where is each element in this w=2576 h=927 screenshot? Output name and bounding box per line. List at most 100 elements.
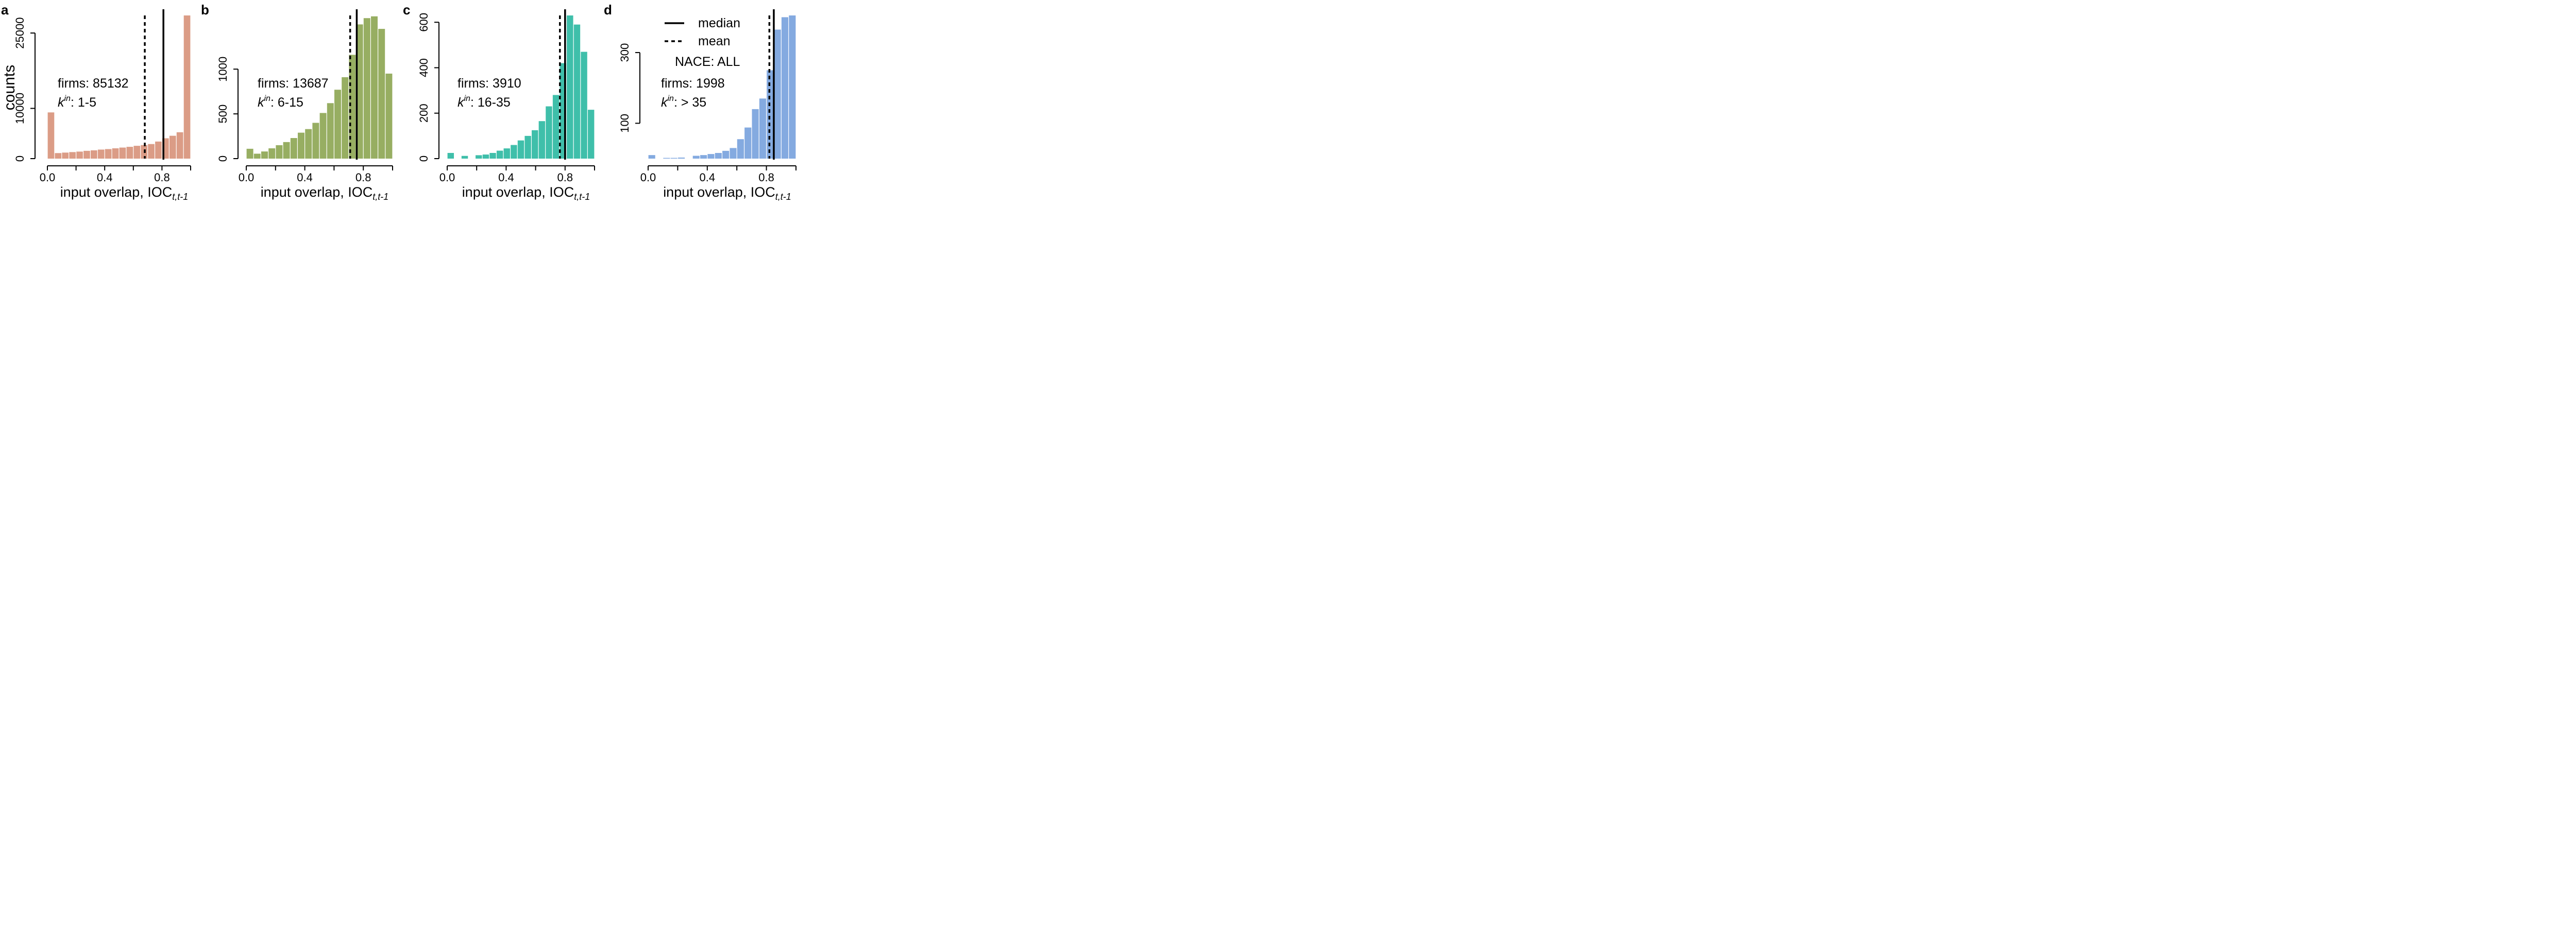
- x-tick-label: 0.0: [439, 171, 455, 184]
- y-tick-label: 0: [216, 156, 229, 162]
- histogram-bar: [461, 156, 468, 159]
- histogram-bar: [546, 106, 552, 159]
- histogram-bar: [261, 151, 268, 159]
- histogram-bar: [268, 148, 276, 159]
- histogram-bar: [126, 147, 133, 159]
- histogram-bar: [573, 24, 581, 159]
- histogram-bar: [581, 52, 587, 159]
- x-tick-label: 0.8: [355, 171, 371, 184]
- histogram-bar: [722, 150, 730, 159]
- y-axis-label: counts: [1, 65, 18, 110]
- y-tick-label: 400: [417, 58, 430, 77]
- histogram-bar: [447, 152, 454, 159]
- histogram-bar: [305, 129, 312, 159]
- histogram-bar: [385, 73, 393, 159]
- histogram-bar: [363, 18, 370, 159]
- histogram-bar: [532, 130, 538, 159]
- histogram-bar: [112, 148, 119, 159]
- histogram-bar: [663, 158, 670, 159]
- histogram-bar: [253, 153, 261, 159]
- legend-nace-label: NACE: ALL: [675, 55, 740, 69]
- histogram-bar: [737, 139, 744, 159]
- y-tick-label: 300: [618, 43, 631, 62]
- histogram-bar: [356, 24, 363, 159]
- k-in-range: kin: 6-15: [258, 94, 303, 110]
- firms-count: firms: 85132: [58, 76, 129, 91]
- x-axis-label: input overlap, IOCt,t-1: [462, 184, 590, 201]
- histogram-bar: [496, 150, 503, 159]
- histogram-bar: [789, 15, 796, 159]
- histogram-bar: [371, 16, 378, 159]
- firms-count: firms: 1998: [661, 76, 725, 91]
- histogram-bar: [69, 152, 76, 159]
- histogram-bar: [774, 29, 781, 159]
- histogram-bar: [283, 142, 290, 159]
- histogram-bar: [155, 141, 162, 159]
- x-axis-label: input overlap, IOCt,t-1: [261, 184, 389, 201]
- histogram-bar: [290, 138, 297, 159]
- firms-count: firms: 13687: [258, 76, 329, 91]
- histogram-bar: [327, 103, 334, 159]
- panel-label: b: [201, 2, 209, 18]
- histogram-bar: [334, 90, 341, 159]
- x-tick-label: 0.8: [154, 171, 170, 184]
- panel-label: a: [1, 2, 9, 18]
- histogram-bar: [91, 150, 97, 159]
- histogram-bar: [759, 98, 766, 159]
- x-tick-label: 0.4: [97, 171, 113, 184]
- histogram-bar: [517, 140, 524, 159]
- x-axis-label: input overlap, IOCt,t-1: [663, 184, 791, 201]
- x-tick-label: 0.4: [498, 171, 514, 184]
- histogram-bar: [503, 148, 510, 159]
- panel-label: d: [604, 2, 612, 18]
- histogram-bar: [312, 123, 319, 159]
- k-in-range: kin: 1-5: [58, 94, 96, 110]
- histogram-bar: [119, 147, 126, 159]
- x-tick-label: 0.8: [557, 171, 573, 184]
- legend-median-label: median: [698, 16, 740, 30]
- y-tick-label: 100: [618, 114, 631, 133]
- y-tick-label: 1000: [216, 57, 229, 82]
- y-tick-label: 500: [216, 105, 229, 124]
- firms-count: firms: 3910: [457, 76, 521, 91]
- y-tick-label: 25000: [13, 18, 26, 49]
- histogram-bar: [105, 149, 112, 159]
- histogram-bar: [730, 148, 737, 159]
- histogram-bar: [567, 15, 573, 159]
- x-axis-label: input overlap, IOCt,t-1: [60, 184, 189, 201]
- x-tick-label: 0.8: [758, 171, 774, 184]
- x-tick-label: 0.0: [239, 171, 255, 184]
- histogram-bar: [482, 154, 489, 159]
- histogram-bar: [715, 153, 722, 159]
- histogram-bar: [538, 121, 546, 159]
- x-tick-label: 0.0: [640, 171, 656, 184]
- histogram-bar: [752, 109, 759, 159]
- histogram-bar: [700, 155, 707, 159]
- x-tick-label: 0.4: [297, 171, 313, 184]
- histogram-bar: [670, 158, 677, 159]
- histogram-bar: [183, 15, 191, 159]
- histogram-bar: [707, 154, 715, 159]
- histogram-bar: [62, 152, 69, 159]
- histogram-bar: [767, 70, 774, 159]
- histogram-bar: [648, 155, 655, 159]
- histogram-bar: [47, 112, 55, 159]
- legend-mean-label: mean: [698, 34, 731, 48]
- histogram-bar: [524, 135, 531, 159]
- histogram-bar: [298, 132, 304, 159]
- x-tick-label: 0.0: [40, 171, 56, 184]
- histogram-bar: [76, 151, 83, 159]
- histogram-bar: [476, 155, 482, 159]
- histogram-bar: [489, 152, 496, 159]
- y-tick-label: 0: [417, 156, 430, 162]
- histogram-bar: [176, 132, 183, 159]
- y-tick-label: 10000: [13, 93, 26, 124]
- histogram-bar: [342, 77, 349, 159]
- histogram-bar: [319, 113, 327, 159]
- k-in-range: kin: 16-35: [457, 94, 511, 110]
- legend: median mean NACE: ALL: [665, 16, 740, 69]
- x-tick-label: 0.4: [700, 171, 716, 184]
